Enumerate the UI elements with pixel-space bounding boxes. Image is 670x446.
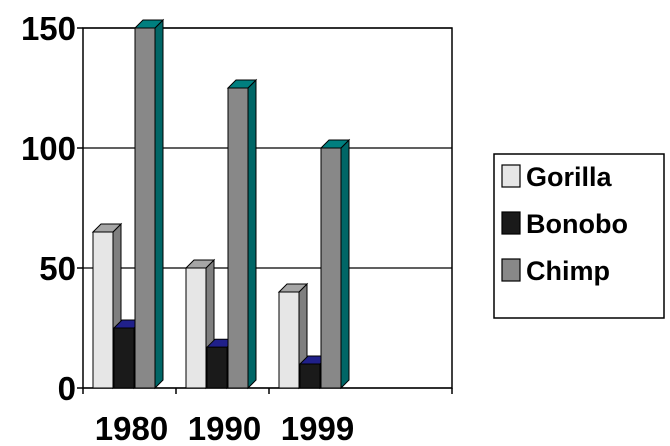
x-tick-label: 1990 — [188, 410, 261, 446]
legend: Gorilla Bonobo Chimp — [493, 153, 665, 319]
legend-swatch — [501, 211, 521, 235]
bar-front — [206, 346, 228, 389]
bar-gorilla-1990 — [184, 258, 216, 390]
chart-labels: 0 50 100 150 1980 1990 1999 — [21, 10, 354, 446]
bar-side — [340, 138, 350, 390]
legend-swatch — [501, 164, 521, 188]
y-tick-label: 150 — [21, 10, 76, 47]
bar-front — [185, 267, 207, 389]
y-tick-label: 100 — [21, 130, 76, 167]
bar-front — [92, 231, 114, 389]
chart-bars — [91, 18, 351, 390]
legend-swatch — [501, 258, 521, 282]
bar-front — [320, 147, 342, 389]
bar-front — [227, 87, 249, 389]
bar-front — [278, 291, 300, 389]
bar-front — [299, 363, 321, 389]
legend-box — [493, 153, 665, 319]
x-tick-label: 1999 — [281, 410, 354, 446]
bar-chimp-1999 — [319, 138, 351, 390]
legend-label: Gorilla — [526, 162, 613, 192]
bar-front — [134, 27, 156, 389]
chart-axes — [77, 27, 453, 394]
y-tick-label: 0 — [58, 370, 76, 407]
y-tick-label: 50 — [39, 250, 76, 287]
bar-chimp-1980 — [133, 18, 165, 390]
legend-label: Bonobo — [526, 209, 628, 239]
plot-area — [82, 27, 453, 389]
x-tick-label: 1980 — [95, 410, 168, 446]
bar-chimp-1990 — [226, 78, 258, 390]
bar-side — [247, 78, 257, 390]
legend-label: Chimp — [526, 256, 610, 286]
bar-front — [113, 327, 135, 389]
bar-side — [154, 18, 164, 390]
